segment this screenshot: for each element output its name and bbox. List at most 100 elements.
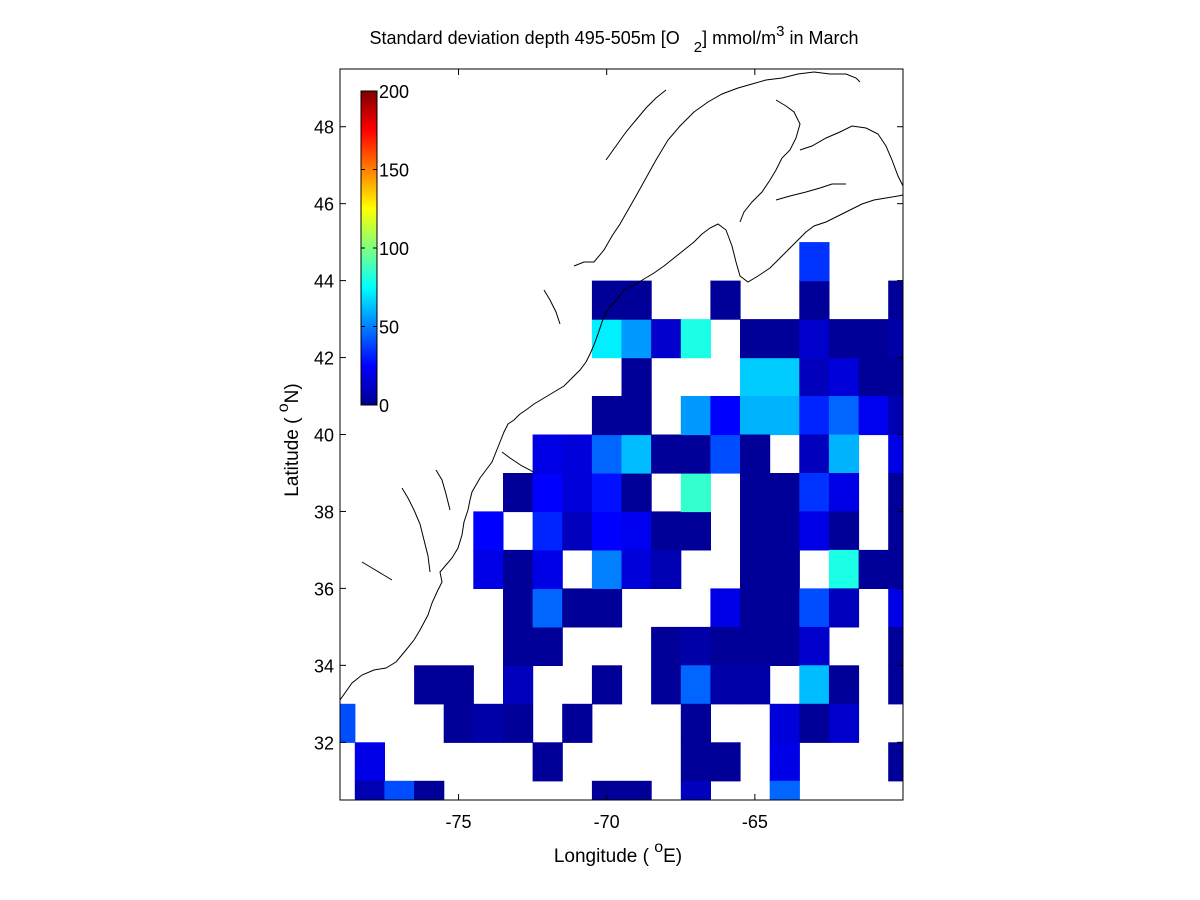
heatmap-cell	[503, 473, 534, 513]
x-axis-label-superscript: o	[654, 839, 663, 856]
title-superscript: 3	[776, 23, 784, 40]
heatmap-cell	[769, 511, 800, 551]
heatmap-cell	[769, 626, 800, 666]
colorbar-tick-label: 50	[379, 318, 399, 338]
heatmap-cell	[740, 396, 771, 436]
heatmap-cell	[680, 319, 711, 359]
heatmap-cell	[799, 434, 830, 474]
colorbar-tick-label: 0	[379, 396, 389, 416]
title-part: in March	[784, 28, 858, 48]
heatmap-cell	[710, 280, 741, 320]
chart-title: Standard deviation depth 495-505m [O 2] m…	[370, 23, 859, 56]
heatmap-cell	[888, 626, 903, 666]
heatmap-cell	[384, 780, 415, 800]
x-tick-label: -65	[742, 812, 768, 832]
heatmap-cell	[769, 396, 800, 436]
heatmap-cell	[621, 280, 652, 320]
heatmap-cell	[828, 473, 860, 513]
x-axis-label: Longitude ( oE)	[554, 839, 682, 867]
colorbar: 0 50 100 150 200	[360, 82, 409, 416]
heatmap-cell	[799, 242, 830, 282]
heatmap-cell	[591, 473, 623, 513]
heatmap-cell	[443, 665, 474, 705]
coastline	[340, 71, 903, 701]
heatmap-cell	[503, 549, 534, 589]
y-tick-label: 46	[314, 195, 334, 215]
heatmap-cell	[828, 703, 860, 743]
heatmap-cell	[740, 319, 771, 359]
heatmap-cell	[354, 742, 385, 782]
y-tick-label: 38	[314, 502, 334, 522]
heatmap-cell	[680, 473, 711, 513]
heatmap-cell	[799, 626, 830, 666]
heatmap-cell	[591, 588, 623, 628]
heatmap-cell	[828, 665, 860, 705]
x-axis-label-part: E)	[663, 846, 682, 867]
heatmap-cell	[473, 511, 504, 551]
heatmap-cell	[888, 357, 903, 397]
heatmap-cell	[591, 396, 623, 436]
colorbar-tick-label: 150	[379, 161, 409, 181]
x-tick-label: -70	[594, 812, 620, 832]
y-tick-label: 42	[314, 349, 334, 369]
heatmap-cell	[740, 434, 771, 474]
heatmap-cell	[591, 319, 623, 359]
heatmap-cell	[651, 626, 682, 666]
heatmap-cell	[799, 511, 830, 551]
heatmap-cell	[769, 703, 800, 743]
heatmap-cell	[888, 549, 903, 589]
heatmap-cell	[710, 588, 741, 628]
heatmap-cell	[621, 511, 652, 551]
heatmap-cell	[740, 511, 771, 551]
heatmap-cell	[651, 511, 682, 551]
heatmap-cell	[651, 434, 682, 474]
heatmap-cell	[532, 511, 563, 551]
colorbar-ticks: 0 50 100 150 200	[361, 82, 409, 416]
heatmap-cell	[858, 357, 889, 397]
heatmap-cell	[710, 665, 741, 705]
heatmap-cell	[888, 742, 903, 782]
heatmap-cell	[562, 473, 593, 513]
y-tick-label: 40	[314, 426, 334, 446]
y-axis-label: Latitude ( oN)	[275, 383, 303, 496]
heatmap-cell	[621, 357, 652, 397]
heatmap-cell	[799, 473, 830, 513]
heatmap-cell	[591, 665, 623, 705]
y-tick-label: 48	[314, 118, 334, 138]
heatmap-cell	[769, 357, 800, 397]
heatmap-cell	[651, 549, 682, 589]
title-part: ] mmol/m	[702, 28, 776, 48]
heatmap-cell	[340, 703, 356, 743]
heatmap-cell	[651, 665, 682, 705]
heatmap-cell	[680, 665, 711, 705]
heatmap-cell	[769, 780, 800, 800]
heatmap-cell	[680, 511, 711, 551]
heatmap-cell	[680, 434, 711, 474]
heatmap-cell	[799, 319, 830, 359]
y-axis-label-superscript: o	[275, 403, 292, 412]
heatmap-cell	[532, 626, 563, 666]
heatmap-cell	[828, 511, 860, 551]
heatmap-cell	[443, 703, 474, 743]
heatmap-cell	[858, 396, 889, 436]
heatmap-cell	[799, 588, 830, 628]
heatmap-cell	[473, 703, 504, 743]
y-tick-label: 32	[314, 733, 334, 753]
heatmap-cell	[740, 549, 771, 589]
y-tick-label: 44	[314, 272, 334, 292]
heatmap-cell	[621, 319, 652, 359]
heatmap-cell	[828, 588, 860, 628]
x-tick-label: -75	[446, 812, 472, 832]
heatmap-cell	[532, 434, 563, 474]
heatmap-cell	[621, 473, 652, 513]
heatmap-cell	[354, 780, 385, 800]
heatmap-cell	[680, 703, 711, 743]
heatmap-cell	[799, 280, 830, 320]
heatmap-cell	[591, 549, 623, 589]
heatmap-cell	[858, 319, 889, 359]
heatmap-cell	[888, 319, 903, 359]
heatmap-cell	[740, 665, 771, 705]
heatmap-cell	[503, 703, 534, 743]
heatmap-cell	[680, 780, 711, 800]
